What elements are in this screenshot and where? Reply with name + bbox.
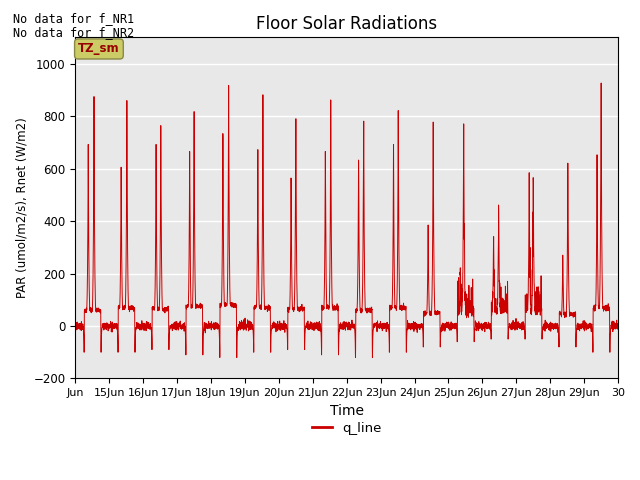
Text: No data for f_NR2: No data for f_NR2 xyxy=(13,26,134,39)
X-axis label: Time: Time xyxy=(330,404,364,418)
Legend: q_line: q_line xyxy=(307,417,387,440)
Title: Floor Solar Radiations: Floor Solar Radiations xyxy=(256,15,437,33)
Text: No data for f_NR1: No data for f_NR1 xyxy=(13,12,134,25)
Text: TZ_sm: TZ_sm xyxy=(78,42,120,56)
Y-axis label: PAR (umol/m2/s), Rnet (W/m2): PAR (umol/m2/s), Rnet (W/m2) xyxy=(15,118,28,298)
